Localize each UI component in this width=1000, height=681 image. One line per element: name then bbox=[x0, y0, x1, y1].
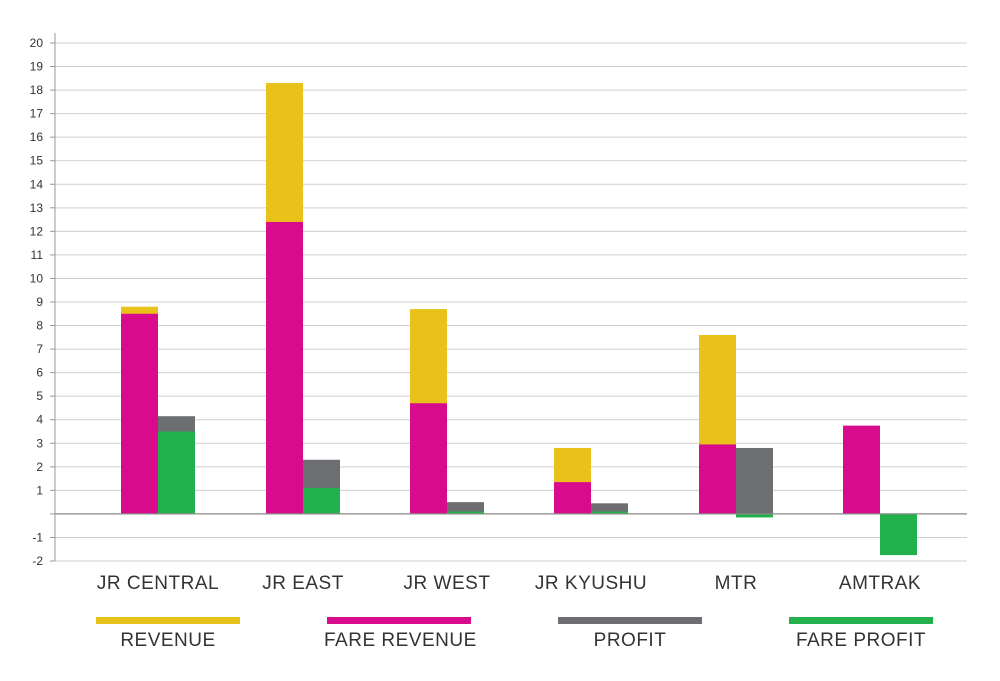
y-tick-label: 5 bbox=[36, 389, 43, 403]
legend-item-profit: PROFIT bbox=[555, 617, 705, 652]
bar-fare-profit bbox=[591, 511, 628, 514]
y-tick-label: 2 bbox=[36, 460, 43, 474]
y-tick-label: 10 bbox=[30, 271, 44, 285]
y-tick-label: 7 bbox=[36, 342, 43, 356]
category-label: AMTRAK bbox=[839, 573, 921, 594]
grid-lines bbox=[55, 42, 967, 562]
legend-swatch-revenue bbox=[96, 617, 240, 624]
category-label: MTR bbox=[715, 573, 758, 594]
y-tick-label: -1 bbox=[32, 530, 43, 544]
bar-fare-profit bbox=[303, 488, 340, 514]
y-tick-label: -2 bbox=[32, 554, 43, 568]
y-tick-label: 9 bbox=[36, 295, 43, 309]
y-tick-label: 6 bbox=[36, 366, 43, 380]
bars bbox=[121, 83, 917, 556]
legend-label-fare-profit: FARE PROFIT bbox=[795, 630, 927, 651]
y-tick-label: 19 bbox=[30, 60, 44, 74]
y-tick-label: 15 bbox=[30, 154, 44, 168]
y-tick-label: 16 bbox=[30, 130, 44, 144]
y-tick-label: 13 bbox=[30, 201, 44, 215]
bar-fare-revenue bbox=[699, 444, 736, 514]
bar-profit bbox=[591, 503, 628, 514]
y-tick-label: 11 bbox=[31, 248, 44, 262]
bar-fare-revenue bbox=[843, 425, 880, 514]
category-label: JR CENTRAL bbox=[97, 573, 219, 594]
bar-fare-profit bbox=[447, 511, 484, 514]
category-label: JR KYUSHU bbox=[535, 573, 647, 594]
legend-swatch-fare-revenue bbox=[327, 617, 471, 624]
legend-item-revenue: REVENUE bbox=[93, 617, 243, 652]
y-tick-label: 18 bbox=[30, 83, 44, 97]
bar-fare-revenue bbox=[410, 403, 447, 514]
category-label: JR WEST bbox=[404, 573, 491, 594]
category-label: JR EAST bbox=[262, 573, 344, 594]
y-tick-label: 12 bbox=[30, 224, 44, 238]
legend-label-profit: PROFIT bbox=[593, 630, 667, 651]
bar-fare-revenue bbox=[266, 221, 303, 514]
legend-item-fare-profit: FARE PROFIT bbox=[786, 617, 936, 652]
bar-fare-profit bbox=[880, 513, 917, 556]
legend-label-fare-revenue: FARE REVENUE bbox=[324, 630, 477, 651]
y-tick-label: 20 bbox=[30, 36, 44, 50]
bar-fare-revenue bbox=[554, 482, 591, 514]
bar-profit bbox=[736, 447, 773, 514]
bar-profit bbox=[447, 502, 484, 514]
y-tick-label: 1 bbox=[36, 483, 43, 497]
bar-fare-profit bbox=[736, 513, 773, 518]
legend-item-fare-revenue: FARE REVENUE bbox=[324, 617, 477, 652]
y-tick-label: 14 bbox=[30, 177, 44, 191]
y-tick-label: 3 bbox=[36, 436, 43, 450]
y-tick-label: 8 bbox=[36, 319, 43, 333]
axes bbox=[50, 33, 967, 562]
legend-swatch-profit bbox=[558, 617, 702, 624]
bar-fare-profit bbox=[158, 431, 195, 514]
bar-fare-revenue bbox=[121, 313, 158, 514]
legend: REVENUE FARE REVENUE PROFIT FARE PROFIT bbox=[0, 617, 1000, 677]
y-tick-label: 4 bbox=[36, 413, 43, 427]
category-labels: JR CENTRAL JR EAST JR WEST JR KYUSHU MTR AMTR… bbox=[97, 573, 921, 594]
legend-swatch-fare-profit bbox=[789, 617, 933, 624]
y-tick-label: 17 bbox=[30, 107, 44, 121]
legend-label-revenue: REVENUE bbox=[120, 630, 216, 651]
